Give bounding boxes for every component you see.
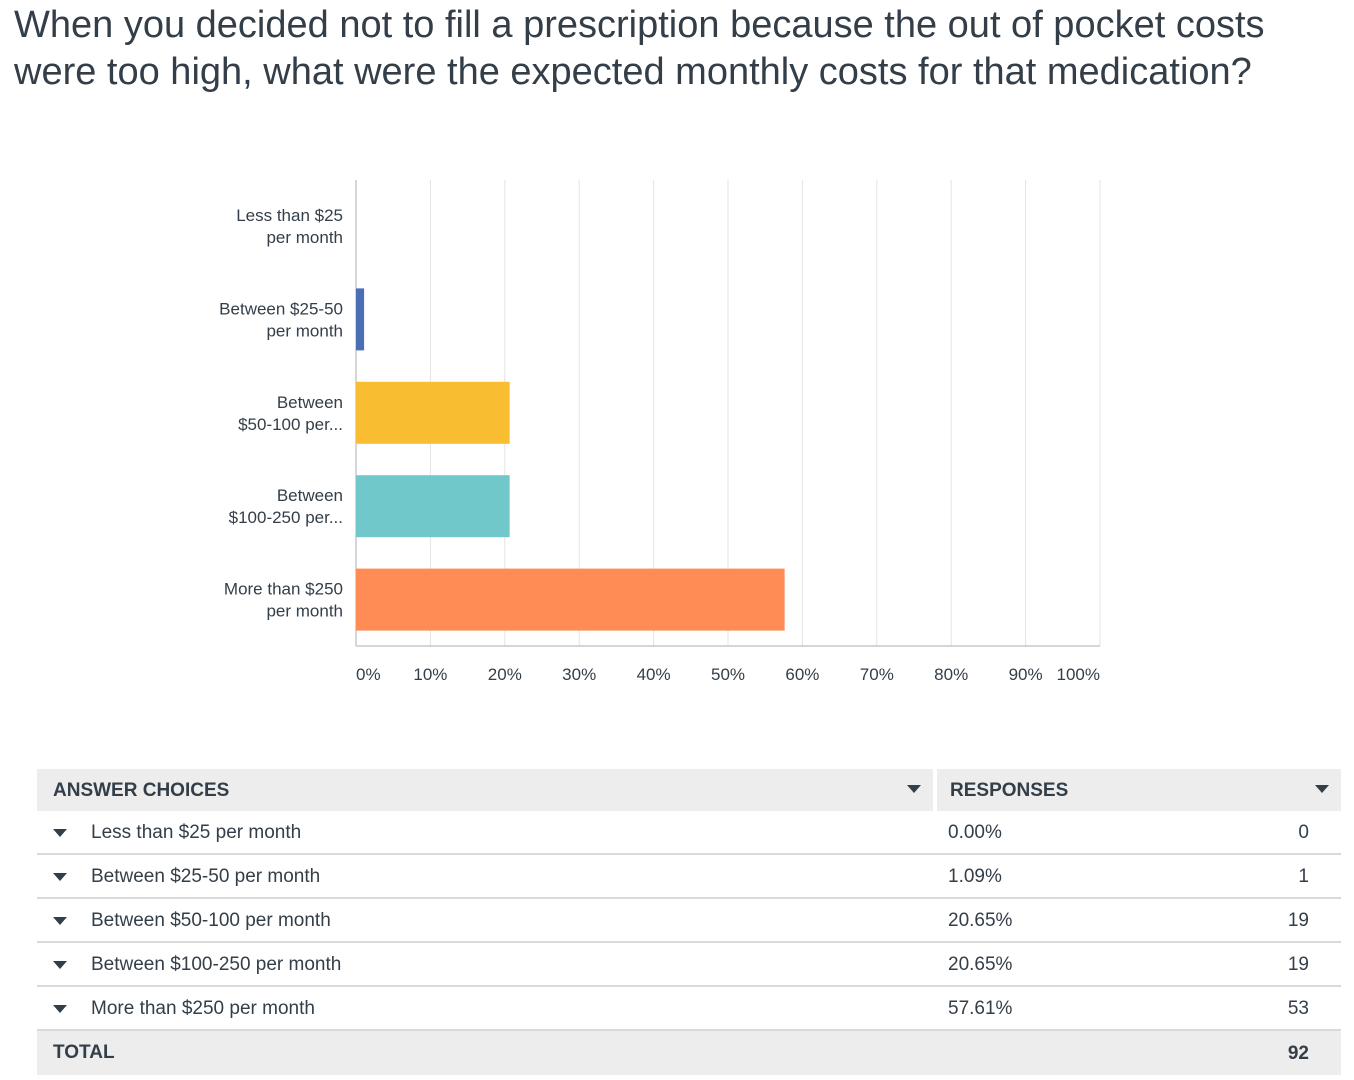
response-percent: 0.00% (948, 822, 1002, 843)
category-label: per month (266, 228, 343, 247)
x-tick-label: 10% (413, 665, 447, 684)
response-count: 0 (1298, 822, 1309, 843)
question-title: When you decided not to fill a prescript… (14, 4, 1265, 93)
expand-chevron-down-icon[interactable] (53, 961, 67, 969)
total-count-cell: 92 (935, 1030, 1341, 1075)
x-tick-label: 80% (934, 665, 968, 684)
response-cell: 0.00% 0 (935, 811, 1341, 855)
answer-label: Between $25-50 per month (91, 866, 321, 887)
x-tick-label: 50% (711, 665, 745, 684)
category-label: Between (277, 486, 343, 505)
x-tick-label: 30% (562, 665, 596, 684)
table-row: Between $100-250 per month 20.65% 19 (37, 942, 1341, 987)
results-table: ANSWER CHOICES RESPONSES Less than $25 p… (37, 769, 1341, 1075)
response-percent: 20.65% (948, 910, 1013, 931)
category-label: Between $25-50 (219, 299, 343, 318)
x-tick-label: 40% (637, 665, 671, 684)
x-tick-label: 70% (860, 665, 894, 684)
responses-header-label: RESPONSES (950, 780, 1069, 801)
table-row: Between $50-100 per month 20.65% 19 (37, 898, 1341, 943)
bar-chart: 0% 10% 20% 30% 40% 50% 60% 70% 80% 90% 100% Less th… (219, 180, 1101, 684)
expand-chevron-down-icon[interactable] (53, 917, 67, 925)
response-percent: 57.61% (948, 998, 1013, 1019)
table-row: Less than $25 per month 0.00% 0 (37, 811, 1341, 855)
x-tick-label: 100% (1057, 665, 1100, 684)
answer-choices-header-label: ANSWER CHOICES (53, 780, 230, 801)
category-label: $50-100 per... (238, 415, 343, 434)
answer-cell: Between $50-100 per month (37, 898, 935, 943)
response-count: 1 (1298, 866, 1309, 887)
total-label: TOTAL (37, 1030, 935, 1075)
response-cell: 57.61% 53 (935, 986, 1341, 1031)
answer-cell: Between $100-250 per month (37, 942, 935, 987)
category-label: per month (266, 321, 343, 340)
x-tick-label: 60% (785, 665, 819, 684)
answer-cell: Between $25-50 per month (37, 854, 935, 899)
answer-label: More than $250 per month (91, 998, 315, 1019)
response-count: 53 (1287, 998, 1309, 1019)
response-percent: 20.65% (948, 954, 1013, 975)
answer-choices-header[interactable]: ANSWER CHOICES (37, 769, 937, 811)
x-tick-label: 90% (1009, 665, 1043, 684)
total-row: TOTAL 92 (37, 1030, 1341, 1075)
response-count: 19 (1287, 910, 1309, 931)
response-count: 19 (1287, 954, 1309, 975)
bar[interactable] (356, 288, 365, 351)
table-header-row: ANSWER CHOICES RESPONSES (37, 769, 1341, 811)
x-tick-label: 0% (356, 665, 381, 684)
bar[interactable] (356, 568, 785, 631)
sort-chevron-down-icon[interactable] (907, 785, 921, 793)
expand-chevron-down-icon[interactable] (53, 829, 67, 837)
bar[interactable] (356, 475, 510, 538)
responses-header[interactable]: RESPONSES (935, 769, 1341, 811)
answer-label: Between $100-250 per month (91, 954, 342, 975)
category-label: per month (266, 602, 343, 621)
sort-chevron-down-icon[interactable] (1315, 785, 1329, 793)
category-label: Less than $25 (236, 206, 343, 225)
table-row: More than $250 per month 57.61% 53 (37, 986, 1341, 1031)
expand-chevron-down-icon[interactable] (53, 1005, 67, 1013)
answer-label: Less than $25 per month (91, 822, 302, 843)
response-cell: 20.65% 19 (935, 942, 1341, 987)
category-label: Between (277, 393, 343, 412)
answer-cell: Less than $25 per month (37, 811, 935, 855)
category-label: More than $250 (224, 580, 343, 599)
expand-chevron-down-icon[interactable] (53, 873, 67, 881)
table-row: Between $25-50 per month 1.09% 1 (37, 854, 1341, 899)
response-percent: 1.09% (948, 866, 1002, 887)
x-tick-label: 20% (488, 665, 522, 684)
bar[interactable] (356, 381, 510, 444)
answer-label: Between $50-100 per month (91, 910, 331, 931)
category-label: $100-250 per... (229, 508, 343, 527)
response-cell: 20.65% 19 (935, 898, 1341, 943)
answer-cell: More than $250 per month (37, 986, 935, 1031)
response-cell: 1.09% 1 (935, 854, 1341, 899)
total-count: 92 (1287, 1043, 1309, 1064)
